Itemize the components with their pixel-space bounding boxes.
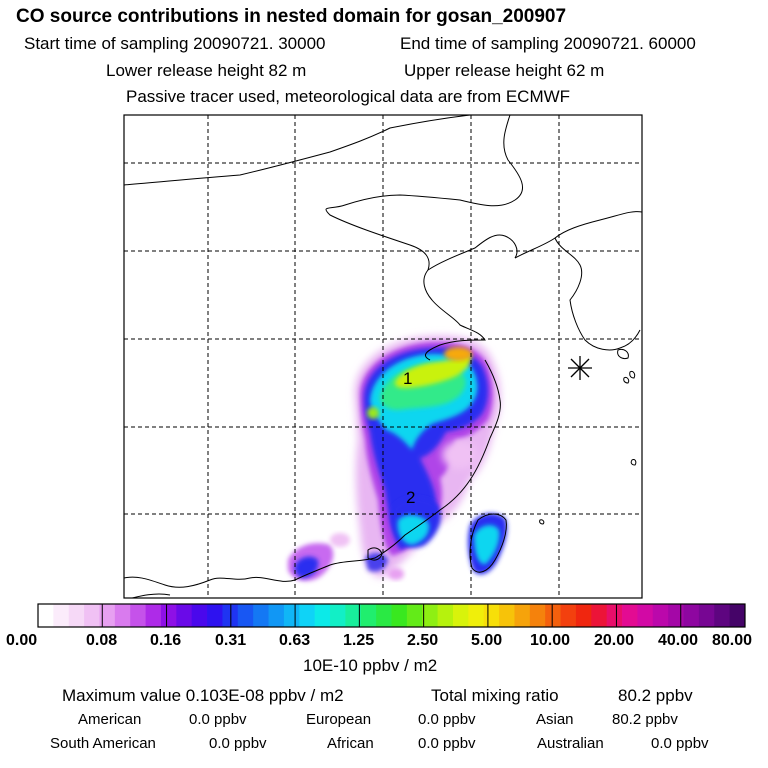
colorbar-tick-7: 5.00 xyxy=(471,632,503,649)
asian-label: Asian xyxy=(536,711,574,728)
korea-north-border xyxy=(514,211,642,259)
plume-coastal-patch xyxy=(365,552,388,572)
tracer-note: Passive tracer used, meteorological data… xyxy=(126,87,571,106)
start-time-label: Start time of sampling 20090721. 30000 xyxy=(24,34,326,53)
colorbar-unit: 10E-10 ppbv / m2 xyxy=(303,656,438,675)
colorbar-tick-3: 0.31 xyxy=(215,632,247,649)
southwest-coast xyxy=(129,593,171,598)
end-time-label: End time of sampling 20090721. 60000 xyxy=(400,34,696,53)
upper-release-height-label: Upper release height 62 m xyxy=(404,61,605,80)
african-value: 0.0 ppbv xyxy=(418,735,476,752)
northern-border xyxy=(124,115,471,186)
colorbar-tick-4: 0.63 xyxy=(279,632,311,649)
plume-peak-core xyxy=(444,347,472,361)
concentration-plume xyxy=(288,335,508,581)
plot-title: CO source contributions in nested domain… xyxy=(16,6,567,27)
plume-faint-patch-3 xyxy=(442,441,478,469)
asterisk-receptor-icon xyxy=(568,356,592,380)
plume-faint-patch xyxy=(388,568,404,580)
plume-layer-peak xyxy=(394,354,472,388)
colorbar-tick-0: 0.00 xyxy=(6,632,38,649)
colorbar-tick-6: 2.50 xyxy=(407,632,439,649)
asian-value: 80.2 ppbv xyxy=(612,711,678,728)
colorbar-tick-2: 0.16 xyxy=(150,632,182,649)
colorbar-tick-8: 10.00 xyxy=(530,632,571,649)
plume-faint-patch-2 xyxy=(330,533,350,547)
shandong-coast xyxy=(423,269,486,361)
australian-label: Australian xyxy=(537,735,604,752)
maximum-value-label: Maximum value 0.103E-08 ppbv / m2 xyxy=(62,686,344,705)
total-mixing-ratio-label: Total mixing ratio xyxy=(431,686,559,705)
korea-peninsula-coast xyxy=(554,237,641,351)
colorbar-tick-9: 20.00 xyxy=(594,632,635,649)
plume-secondary-peak xyxy=(367,407,379,419)
region-label-1: 1 xyxy=(403,369,412,388)
south-american-value: 0.0 ppbv xyxy=(209,735,267,752)
jeju-island xyxy=(617,349,629,359)
small-island xyxy=(367,547,383,561)
east-china-coast xyxy=(124,359,501,588)
colorbar-tick-10: 40.00 xyxy=(658,632,699,649)
european-value: 0.0 ppbv xyxy=(418,711,476,728)
plume-taiwan-high xyxy=(474,525,500,565)
plume-south-high xyxy=(397,514,430,545)
australian-value: 0.0 ppbv xyxy=(651,735,709,752)
american-value: 0.0 ppbv xyxy=(189,711,247,728)
colorbar-tick-5: 1.25 xyxy=(343,632,375,649)
lower-release-height-label: Lower release height 82 m xyxy=(106,61,307,80)
bohai-coast xyxy=(325,115,524,272)
coastlines xyxy=(124,115,642,598)
african-label: African xyxy=(327,735,374,752)
south-american-label: South American xyxy=(50,735,156,752)
map-frame xyxy=(123,114,643,599)
colorbar-tick-11: 80.00 xyxy=(712,632,753,649)
american-label: American xyxy=(78,711,142,728)
colorbar-tick-1: 0.08 xyxy=(86,632,118,649)
graticule xyxy=(124,115,642,598)
region-label-2: 2 xyxy=(406,488,415,507)
european-label: European xyxy=(306,711,372,728)
taiwan-island xyxy=(469,513,507,573)
minor-islands xyxy=(539,371,637,525)
total-mixing-ratio-value: 80.2 ppbv xyxy=(618,686,693,705)
